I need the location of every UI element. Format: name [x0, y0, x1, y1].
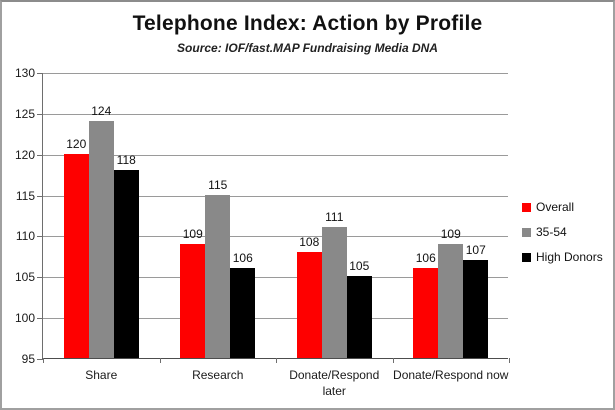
bar: [463, 259, 489, 358]
bar-value-label: 118: [116, 153, 136, 168]
y-tick-label: 120: [14, 147, 35, 162]
legend-item: 35-54: [522, 225, 603, 239]
y-tick-label: 130: [14, 66, 35, 80]
bar-value-label: 107: [465, 242, 486, 257]
bar-value-label: 115: [208, 177, 228, 192]
legend-swatch-icon: [522, 202, 531, 212]
legend-label: Overall: [536, 200, 575, 214]
y-tick-label: 115: [15, 188, 35, 203]
y-axis-tick: [37, 73, 43, 74]
legend: Overall 35-54 High Donors: [522, 200, 603, 275]
gridline: [43, 195, 508, 197]
y-axis-tick: [37, 113, 43, 115]
y-axis-tick: [37, 318, 43, 320]
plot-area: 95 100 105 110 115 120 125 130 120 124 118 Share 109…: [15, 66, 510, 398]
bar: [438, 243, 464, 358]
x-axis-tick: [392, 358, 394, 363]
chart-subtitle: Source: IOF/fast.MAP Fundraising Media D…: [177, 41, 438, 55]
legend-swatch-icon: [522, 227, 531, 237]
legend-label: High Donors: [536, 250, 603, 264]
legend-item: High Donors: [522, 250, 603, 264]
bar-value-label: 108: [299, 234, 320, 249]
y-tick-label: 125: [14, 106, 35, 121]
bar-value-label: 106: [415, 251, 436, 266]
bar: [296, 251, 322, 358]
gridline: [43, 154, 508, 156]
bar: [413, 268, 439, 358]
bar-value-label: 109: [440, 226, 461, 241]
bar: [205, 194, 231, 358]
bar-value-label: 120: [66, 136, 87, 151]
bar-value-label: 105: [349, 259, 370, 274]
gridline: [43, 236, 508, 238]
bar: [230, 268, 256, 358]
y-axis-tick: [37, 154, 43, 156]
x-axis-tick: [509, 358, 510, 363]
gridline: [43, 113, 508, 115]
y-axis-tick: [37, 359, 43, 360]
x-axis-tick: [43, 358, 44, 363]
bar: [88, 121, 114, 358]
y-tick-label: 110: [15, 229, 35, 244]
legend-item: Overall: [522, 200, 603, 214]
category-label: Research: [192, 368, 244, 382]
bar-value-label: 106: [232, 251, 253, 266]
gridline: [43, 318, 508, 320]
y-axis-tick: [37, 236, 43, 238]
category-label: Share: [85, 368, 118, 382]
bar: [113, 170, 139, 358]
gridline: [43, 73, 508, 74]
y-tick-label: 105: [14, 270, 35, 285]
category-label: Donate/Respond now: [393, 368, 509, 382]
chart-title: Telephone Index: Action by Profile: [132, 12, 483, 35]
x-axis-tick: [159, 358, 161, 363]
bar-value-label: 111: [325, 210, 344, 225]
y-tick-label: 95: [21, 352, 35, 366]
legend-label: 35-54: [536, 225, 567, 239]
legend-swatch-icon: [522, 252, 531, 262]
bar-value-label: 109: [182, 226, 203, 241]
y-tick-label: 100: [14, 311, 35, 326]
category-label: Donate/Respond later: [289, 368, 380, 399]
bar-value-label: 124: [91, 104, 112, 119]
bar: [63, 153, 89, 358]
x-axis-tick: [276, 358, 277, 363]
bar: [346, 276, 372, 358]
bar: [180, 243, 206, 358]
y-axis-tick: [37, 277, 43, 279]
bar: [321, 227, 347, 358]
gridline: [43, 277, 508, 279]
y-axis-tick: [37, 195, 43, 197]
